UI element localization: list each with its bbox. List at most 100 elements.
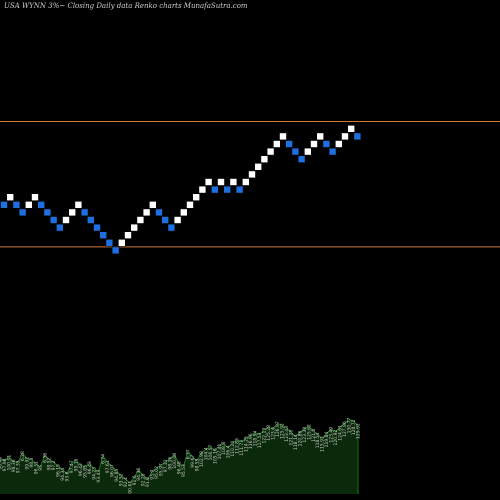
- volume-panel: [0, 419, 359, 494]
- renko-brick-down: [37, 201, 46, 209]
- renko-brick-up: [124, 231, 132, 239]
- volume-label: 98.55: [194, 458, 200, 471]
- volume-label: 124.61: [338, 425, 344, 441]
- volume-label: 92.4: [123, 477, 129, 487]
- renko-brick-down: [167, 223, 176, 232]
- volume-label: 98.3: [29, 457, 35, 467]
- volume-label: 122.13: [262, 428, 268, 444]
- volume-label: 106.4: [226, 445, 232, 458]
- volume-label: 123.43: [284, 426, 290, 442]
- volume-label: 96.07: [109, 464, 115, 477]
- volume-label: 93.9: [150, 470, 156, 480]
- volume-label: 99.67: [190, 455, 196, 468]
- volume-label: 100.01: [6, 455, 12, 471]
- volume-label: 107.41: [217, 443, 223, 459]
- renko-brick-up: [347, 125, 356, 133]
- volume-label: 116.96: [248, 433, 254, 449]
- renko-brick-down: [111, 246, 120, 255]
- renko-brick-up: [204, 178, 213, 186]
- volume-label: 128.72: [351, 419, 357, 435]
- renko-brick-up: [118, 239, 126, 247]
- renko-brick-down: [99, 231, 107, 239]
- volume-label: 98.16: [168, 457, 174, 470]
- volume-label: 96.48: [177, 461, 183, 474]
- volume-label: 105.16: [212, 448, 218, 464]
- renko-brick-down: [161, 216, 169, 224]
- renko-brick-up: [303, 147, 312, 156]
- renko-brick-down: [93, 223, 101, 232]
- renko-brick-up: [266, 147, 275, 156]
- volume-label: 98.46: [0, 457, 4, 470]
- volume-label: 97.61: [105, 460, 111, 473]
- renko-brick-up: [142, 208, 151, 217]
- volume-label: 123.6: [271, 427, 277, 440]
- renko-brick-down: [105, 239, 114, 247]
- volume-label: 6.38: [42, 453, 48, 463]
- volume-label: 125.62: [306, 424, 312, 440]
- volume-label: 95.85: [83, 465, 89, 478]
- volume-label: 94.36: [136, 468, 142, 481]
- reference-lines: [0, 121, 500, 248]
- volume-label: 118.94: [253, 430, 259, 446]
- renko-brick-up: [24, 201, 33, 209]
- renko-brick-down: [80, 208, 89, 217]
- volume-label: 92.28: [141, 473, 147, 486]
- renko-brick-down: [155, 208, 163, 217]
- renko-brick-down: [18, 208, 27, 217]
- volume-area: [0, 419, 358, 494]
- renko-brick-up: [217, 178, 225, 186]
- volume-label: 111.73: [239, 440, 245, 456]
- volume-label: 97.2: [51, 460, 57, 470]
- renko-brick-up: [316, 132, 325, 141]
- volume-label: 97.98: [2, 458, 8, 471]
- volume-label: 91.6: [132, 475, 138, 485]
- volume-label: 127.96: [342, 421, 348, 437]
- volume-label: 95.53: [181, 464, 187, 477]
- volume-label: 93.6: [65, 471, 71, 481]
- volume-label: 6.74: [100, 454, 106, 464]
- renko-brick-down: [223, 185, 231, 194]
- renko-brick-up: [136, 216, 145, 224]
- volume-label: 99.92: [24, 457, 30, 470]
- renko-brick-up: [180, 208, 188, 217]
- volume-label: 95: [38, 465, 44, 471]
- volume-label: 94.23: [92, 467, 98, 480]
- volume-label: 98.36: [11, 459, 17, 472]
- volume-label: 95.97: [159, 463, 165, 476]
- renko-brick-down: [0, 201, 8, 209]
- volume-label: 126.97: [275, 421, 281, 437]
- renko-brick-up: [248, 170, 256, 179]
- renko-brick-up: [229, 178, 238, 186]
- renko-brick-up: [198, 185, 207, 194]
- renko-brick-up: [62, 216, 70, 224]
- renko-brick-up: [341, 132, 349, 141]
- volume-label: 6.28: [20, 451, 26, 461]
- renko-brick-up: [242, 178, 250, 186]
- volume-label: 104.4: [203, 447, 209, 460]
- renko-brick-up: [149, 201, 157, 209]
- volume-label: 121.8: [311, 429, 317, 442]
- renko-brick-up: [254, 163, 262, 171]
- volume-label: 96.15: [56, 464, 62, 477]
- volume-label: 97.32: [163, 459, 169, 472]
- renko-brick-down: [55, 223, 64, 232]
- volume-label: 102.98: [199, 451, 205, 467]
- volume-label: 96.43: [87, 461, 93, 474]
- volume-label: 118.14: [293, 434, 299, 450]
- volume-label: 130.77: [347, 417, 353, 433]
- renko-bricks: [0, 125, 362, 255]
- volume-label: 125.28: [266, 425, 272, 441]
- renko-brick-up: [31, 193, 39, 201]
- volume-label: 117.53: [257, 432, 263, 448]
- renko-brick-down: [12, 201, 21, 209]
- volume-label: 119.84: [324, 431, 330, 447]
- renko-brick-down: [291, 147, 300, 156]
- renko-brick-up: [260, 155, 269, 163]
- volume-label: 120.86: [297, 430, 303, 446]
- renko-brick-up: [6, 193, 14, 201]
- volume-label: 106.57: [208, 444, 214, 460]
- renko-brick-down: [285, 140, 294, 148]
- renko-brick-up: [192, 193, 200, 201]
- volume-label: 96.31: [33, 461, 39, 474]
- volume-label: 125.92: [356, 423, 362, 439]
